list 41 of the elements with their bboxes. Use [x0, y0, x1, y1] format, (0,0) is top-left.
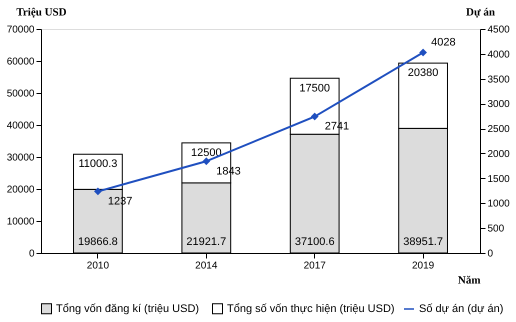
- data-label: 11000.3: [78, 158, 118, 170]
- y2-tick-label: 1000: [488, 198, 510, 210]
- y-axis-title: Triệu USD: [16, 6, 67, 18]
- y2-axis-title: Dự án: [466, 6, 495, 18]
- y2-tick-label: 4000: [488, 49, 510, 60]
- y2-tick-label: 2500: [488, 124, 510, 136]
- data-label: 37100.6: [294, 236, 335, 248]
- x-tick-label: 2010: [86, 260, 110, 272]
- y-tick-label: 10000: [6, 216, 35, 228]
- y2-tick-label: 3000: [488, 99, 510, 110]
- y-tick-label: 0: [28, 248, 35, 260]
- y2-tick-label: 1500: [488, 174, 510, 185]
- y2-tick-label: 4500: [488, 24, 510, 36]
- point: [310, 112, 319, 120]
- x-tick-label: 2017: [304, 260, 326, 272]
- data-label: 21921.7: [186, 236, 226, 248]
- y-tick-label: 70000: [6, 24, 35, 36]
- y-tick-label: 50000: [6, 88, 35, 100]
- legend-label: Tổng vốn đăng kí (triệu USD): [56, 302, 200, 315]
- point: [94, 188, 102, 196]
- y-tick-label: 20000: [6, 184, 35, 196]
- data-label: 4028: [431, 36, 456, 48]
- legend-label: Số dự án (dự án): [419, 303, 504, 315]
- data-label: 38951.7: [403, 236, 443, 248]
- y-tick-label: 60000: [6, 56, 35, 68]
- data-label: 20380: [408, 67, 438, 80]
- y2-tick-label: 500: [488, 224, 505, 235]
- y-tick-label: 40000: [6, 120, 35, 132]
- data-label: 17500: [299, 82, 330, 94]
- legend-label: Tổng số vốn thực hiện (triệu USD): [227, 302, 395, 315]
- y2-tick-label: 3500: [488, 74, 510, 86]
- x-tick-label: 2014: [195, 260, 218, 272]
- data-label: 19866.8: [78, 236, 118, 248]
- x-axis-title: Năm: [458, 274, 480, 286]
- y2-tick-label: 2000: [488, 148, 510, 160]
- data-label: 12500: [191, 146, 222, 159]
- x-tick-label: 2019: [412, 260, 435, 272]
- point: [419, 48, 427, 56]
- point: [202, 157, 210, 166]
- y-tick-label: 30000: [6, 152, 35, 164]
- y2-tick-label: 0: [488, 248, 494, 260]
